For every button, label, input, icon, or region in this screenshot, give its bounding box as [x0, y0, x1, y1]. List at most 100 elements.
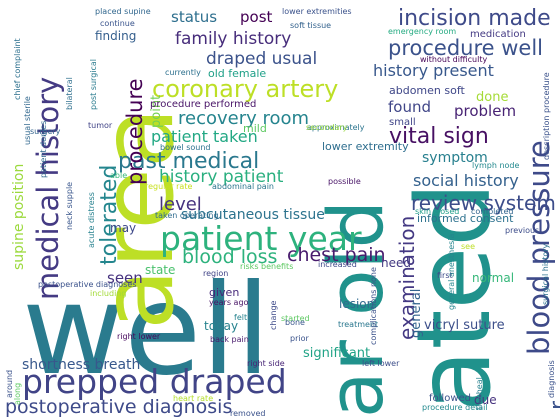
cloud-word: tumor: [88, 121, 113, 130]
cloud-word: patient year: [160, 219, 362, 258]
cloud-word: right side: [247, 359, 285, 368]
cloud-word: general anesthesia: [447, 233, 456, 310]
cloud-word: along: [13, 382, 22, 405]
cloud-word: may: [110, 221, 137, 235]
cloud-word: usual sterile: [23, 96, 32, 145]
cloud-word: social history: [413, 171, 519, 190]
cloud-word: previous: [505, 226, 540, 235]
cloud-word: acute distress: [87, 192, 96, 248]
cloud-word: prepped draped: [22, 362, 287, 401]
cloud-word: post surgical: [89, 58, 98, 110]
cloud-word: region: [203, 269, 229, 278]
cloud-word: chest pain: [287, 244, 386, 266]
cloud-word: history present: [373, 61, 494, 80]
cloud-word: history patient: [159, 167, 284, 187]
cloud-word: subcutaneous tissue: [181, 207, 325, 223]
cloud-word: coronary artery: [152, 75, 339, 103]
cloud-word: need: [381, 256, 411, 270]
cloud-word: without difficulty: [420, 55, 488, 64]
cloud-word: procedure performed: [150, 99, 257, 110]
cloud-word: continue: [100, 19, 135, 28]
cloud-word: lesion: [339, 297, 375, 311]
cloud-word: status: [171, 8, 218, 26]
cloud-word: felt: [234, 313, 248, 322]
cloud-word: medication: [470, 29, 526, 40]
cloud-word: old female: [208, 67, 267, 80]
cloud-word: lymph node: [472, 161, 520, 170]
cloud-word: bilateral: [65, 77, 74, 110]
cloud-word: found: [388, 98, 431, 116]
cloud-word: left lower: [362, 359, 400, 368]
cloud-word: possible: [328, 177, 361, 186]
cloud-word: skin closed: [415, 207, 460, 216]
cloud-word: well: [22, 258, 271, 403]
cloud-word: seen: [107, 269, 143, 287]
cloud-word: general: [409, 288, 424, 338]
cloud-word: taken operating: [155, 211, 219, 220]
cloud-word: abdomen soft: [389, 84, 465, 97]
cloud-word: symptom: [422, 150, 488, 166]
cloud-word: heart rate: [173, 394, 214, 403]
cloud-word: followed: [429, 393, 471, 404]
cloud-word: placed supine: [95, 7, 151, 16]
cloud-word: see: [461, 242, 476, 251]
cloud-word: currently: [165, 68, 201, 77]
cloud-word: mild: [243, 122, 267, 135]
cloud-word: surgery: [30, 127, 61, 136]
cloud-word: lower extremities: [282, 7, 352, 16]
cloud-word: vital sign: [389, 124, 489, 149]
cloud-word: complications none: [369, 267, 378, 345]
cloud-word: description procedure: [542, 72, 551, 160]
cloud-word: treatment: [338, 320, 379, 329]
cloud-word: review system: [411, 191, 556, 215]
cloud-word: able: [110, 171, 128, 180]
cloud-word: secondary: [306, 123, 348, 132]
cloud-word: regular rate: [145, 182, 193, 191]
cloud-word: small: [389, 117, 416, 128]
cloud-word: blood loss: [182, 246, 278, 268]
cloud-word: finding: [95, 29, 137, 43]
cloud-word: back pain: [210, 335, 249, 344]
cloud-word: draped usual: [206, 49, 318, 69]
cloud-word: given: [209, 286, 240, 299]
cloud-word: past medical: [118, 149, 260, 174]
cloud-word: today: [204, 319, 239, 333]
cloud-word: level: [159, 194, 202, 215]
cloud-word: first: [437, 271, 453, 280]
cloud-word: bowel sound: [160, 143, 211, 152]
cloud-word: chief complaint: [13, 38, 22, 100]
cloud-word: started: [281, 314, 310, 323]
cloud-word: abdominal pain: [212, 182, 274, 191]
cloud-word: prior: [290, 334, 309, 343]
cloud-word: change: [269, 300, 278, 330]
cloud-word: completed: [471, 207, 514, 216]
cloud-word: neck supple: [65, 181, 74, 230]
cloud-word: r: [546, 401, 560, 410]
cloud-word: removed: [230, 409, 266, 418]
cloud-word: normal: [472, 271, 515, 285]
cloud-word: postoperative diagnosis: [5, 396, 233, 418]
cloud-word: incision made: [398, 6, 551, 31]
cloud-word: recovery room: [178, 108, 310, 129]
cloud-word: years ago: [209, 298, 249, 307]
cloud-word: procedure well: [388, 36, 543, 60]
cloud-word: lower extremity: [322, 140, 409, 153]
cloud-word: supine position: [11, 163, 27, 270]
cloud-word: risks benefits: [240, 262, 294, 271]
cloud-word: patient taken: [151, 127, 258, 146]
cloud-word: patient denies: [39, 120, 48, 178]
cloud-word: family history: [175, 29, 292, 49]
cloud-word: medical history: [31, 76, 65, 300]
cloud-word: due: [474, 393, 497, 407]
cloud-word: approximately: [307, 123, 365, 132]
cloud-word: soft tissue: [290, 21, 332, 30]
cloud-word: vicryl suture: [424, 318, 505, 333]
cloud-word: state: [145, 263, 176, 277]
cloud-word: shortness breath: [22, 357, 141, 373]
cloud-word: procedure: [123, 78, 147, 185]
cloud-word: right lower: [117, 332, 161, 341]
cloud-word: post: [240, 8, 273, 26]
cloud-word: diagnosis: [547, 360, 556, 398]
cloud-word: surgical history: [541, 243, 550, 305]
